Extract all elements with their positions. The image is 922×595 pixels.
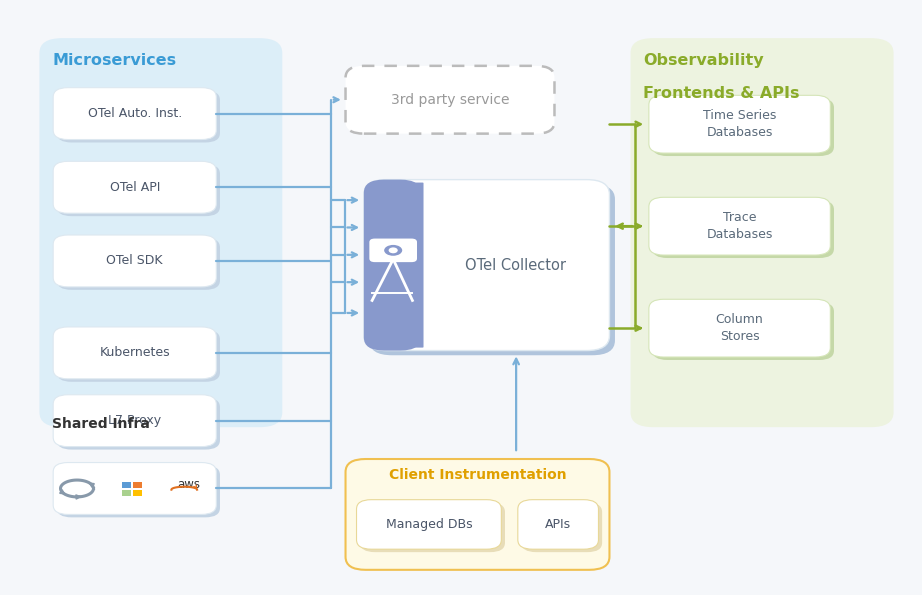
Circle shape	[384, 244, 403, 257]
Bar	[122, 482, 131, 488]
FancyBboxPatch shape	[57, 238, 220, 290]
Text: Column
Stores: Column Stores	[715, 314, 763, 343]
FancyBboxPatch shape	[57, 330, 220, 382]
Text: OTel Auto. Inst.: OTel Auto. Inst.	[88, 107, 182, 120]
FancyBboxPatch shape	[53, 394, 217, 447]
FancyBboxPatch shape	[346, 459, 609, 570]
Text: OTel Collector: OTel Collector	[465, 258, 565, 273]
FancyBboxPatch shape	[53, 462, 217, 515]
Text: OTel API: OTel API	[110, 181, 160, 194]
FancyBboxPatch shape	[649, 299, 831, 357]
FancyBboxPatch shape	[631, 38, 893, 427]
Text: Shared Infra: Shared Infra	[53, 416, 150, 431]
FancyBboxPatch shape	[364, 180, 420, 350]
FancyBboxPatch shape	[653, 98, 834, 156]
Text: L7 Proxy: L7 Proxy	[108, 414, 161, 427]
FancyBboxPatch shape	[346, 66, 554, 134]
FancyBboxPatch shape	[57, 90, 220, 142]
FancyBboxPatch shape	[40, 38, 282, 427]
Text: Client Instrumentation: Client Instrumentation	[389, 468, 566, 482]
FancyBboxPatch shape	[370, 239, 417, 262]
FancyBboxPatch shape	[389, 183, 423, 347]
Text: Time Series
Databases: Time Series Databases	[703, 109, 776, 139]
FancyBboxPatch shape	[370, 184, 615, 355]
Text: Kubernetes: Kubernetes	[100, 346, 170, 359]
FancyBboxPatch shape	[53, 161, 217, 213]
FancyBboxPatch shape	[522, 503, 602, 552]
Text: APIs: APIs	[545, 518, 572, 531]
FancyBboxPatch shape	[653, 201, 834, 258]
FancyBboxPatch shape	[518, 500, 598, 549]
FancyBboxPatch shape	[53, 87, 217, 140]
FancyBboxPatch shape	[357, 500, 502, 549]
Text: Managed DBs: Managed DBs	[385, 518, 472, 531]
Text: Microservices: Microservices	[53, 53, 176, 68]
Bar	[133, 482, 142, 488]
FancyBboxPatch shape	[57, 164, 220, 216]
Text: OTel SDK: OTel SDK	[107, 255, 163, 268]
FancyBboxPatch shape	[649, 198, 831, 255]
Bar	[122, 490, 131, 496]
Text: Frontends & APIs: Frontends & APIs	[644, 86, 800, 102]
Text: Trace
Databases: Trace Databases	[706, 211, 773, 241]
FancyBboxPatch shape	[57, 397, 220, 450]
FancyBboxPatch shape	[653, 302, 834, 360]
Bar	[133, 490, 142, 496]
FancyBboxPatch shape	[649, 95, 831, 153]
Circle shape	[388, 248, 397, 253]
FancyBboxPatch shape	[361, 503, 505, 552]
FancyBboxPatch shape	[53, 235, 217, 287]
Text: Observability: Observability	[644, 53, 764, 68]
Text: aws: aws	[177, 478, 200, 491]
FancyBboxPatch shape	[57, 465, 220, 518]
FancyBboxPatch shape	[364, 180, 609, 350]
FancyBboxPatch shape	[53, 327, 217, 379]
Text: 3rd party service: 3rd party service	[391, 93, 509, 107]
